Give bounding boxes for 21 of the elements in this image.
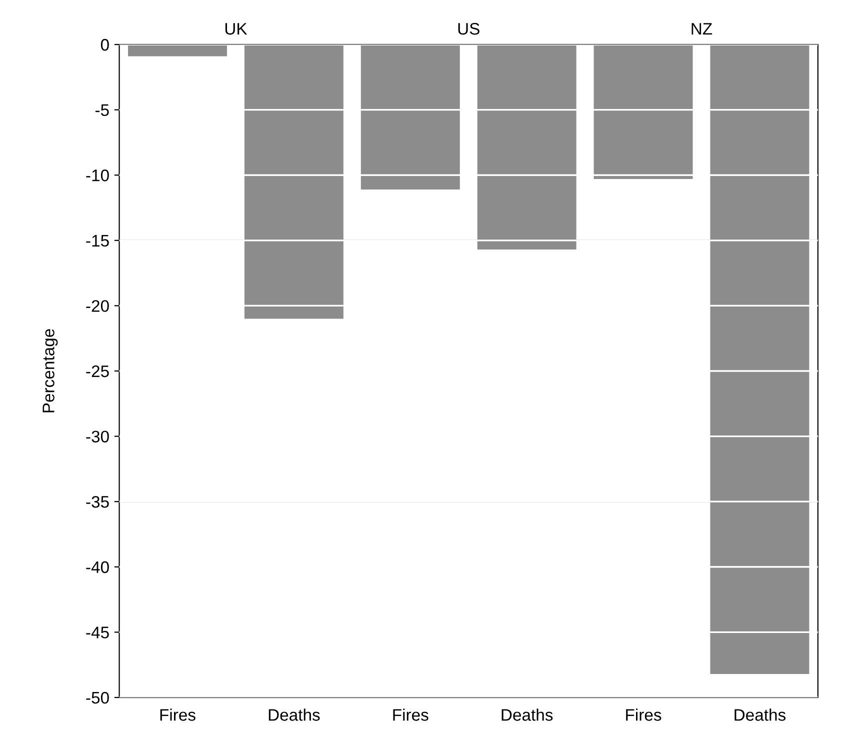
y-tick-label: 0: [100, 38, 109, 51]
y-tick-label: -20: [86, 300, 109, 312]
y-tick-label: -35: [86, 496, 109, 508]
x-tick-label: Deaths: [268, 708, 320, 721]
x-tick-label: Fires: [393, 708, 428, 721]
text: NZ: [692, 23, 712, 35]
y-tick-label: -45: [86, 626, 109, 638]
text: US: [458, 22, 480, 35]
y-tick-label: -5: [95, 104, 109, 116]
y-tick-label: -30: [86, 430, 109, 442]
text: UK: [225, 23, 248, 35]
y-axis-title: Percentage: [42, 329, 58, 412]
y-tick-label: -10: [86, 170, 109, 182]
x-tick-label: Deaths: [734, 708, 786, 721]
y-tick-label: -15: [86, 234, 109, 247]
x-tick-label: Fires: [160, 708, 196, 721]
x-tick-label: Deaths: [502, 708, 553, 721]
y-tick-label: -50: [86, 692, 109, 704]
y-tick-label: -40: [86, 561, 109, 574]
x-tick-label: Fires: [626, 708, 662, 721]
y-tick-label: -25: [86, 365, 109, 378]
